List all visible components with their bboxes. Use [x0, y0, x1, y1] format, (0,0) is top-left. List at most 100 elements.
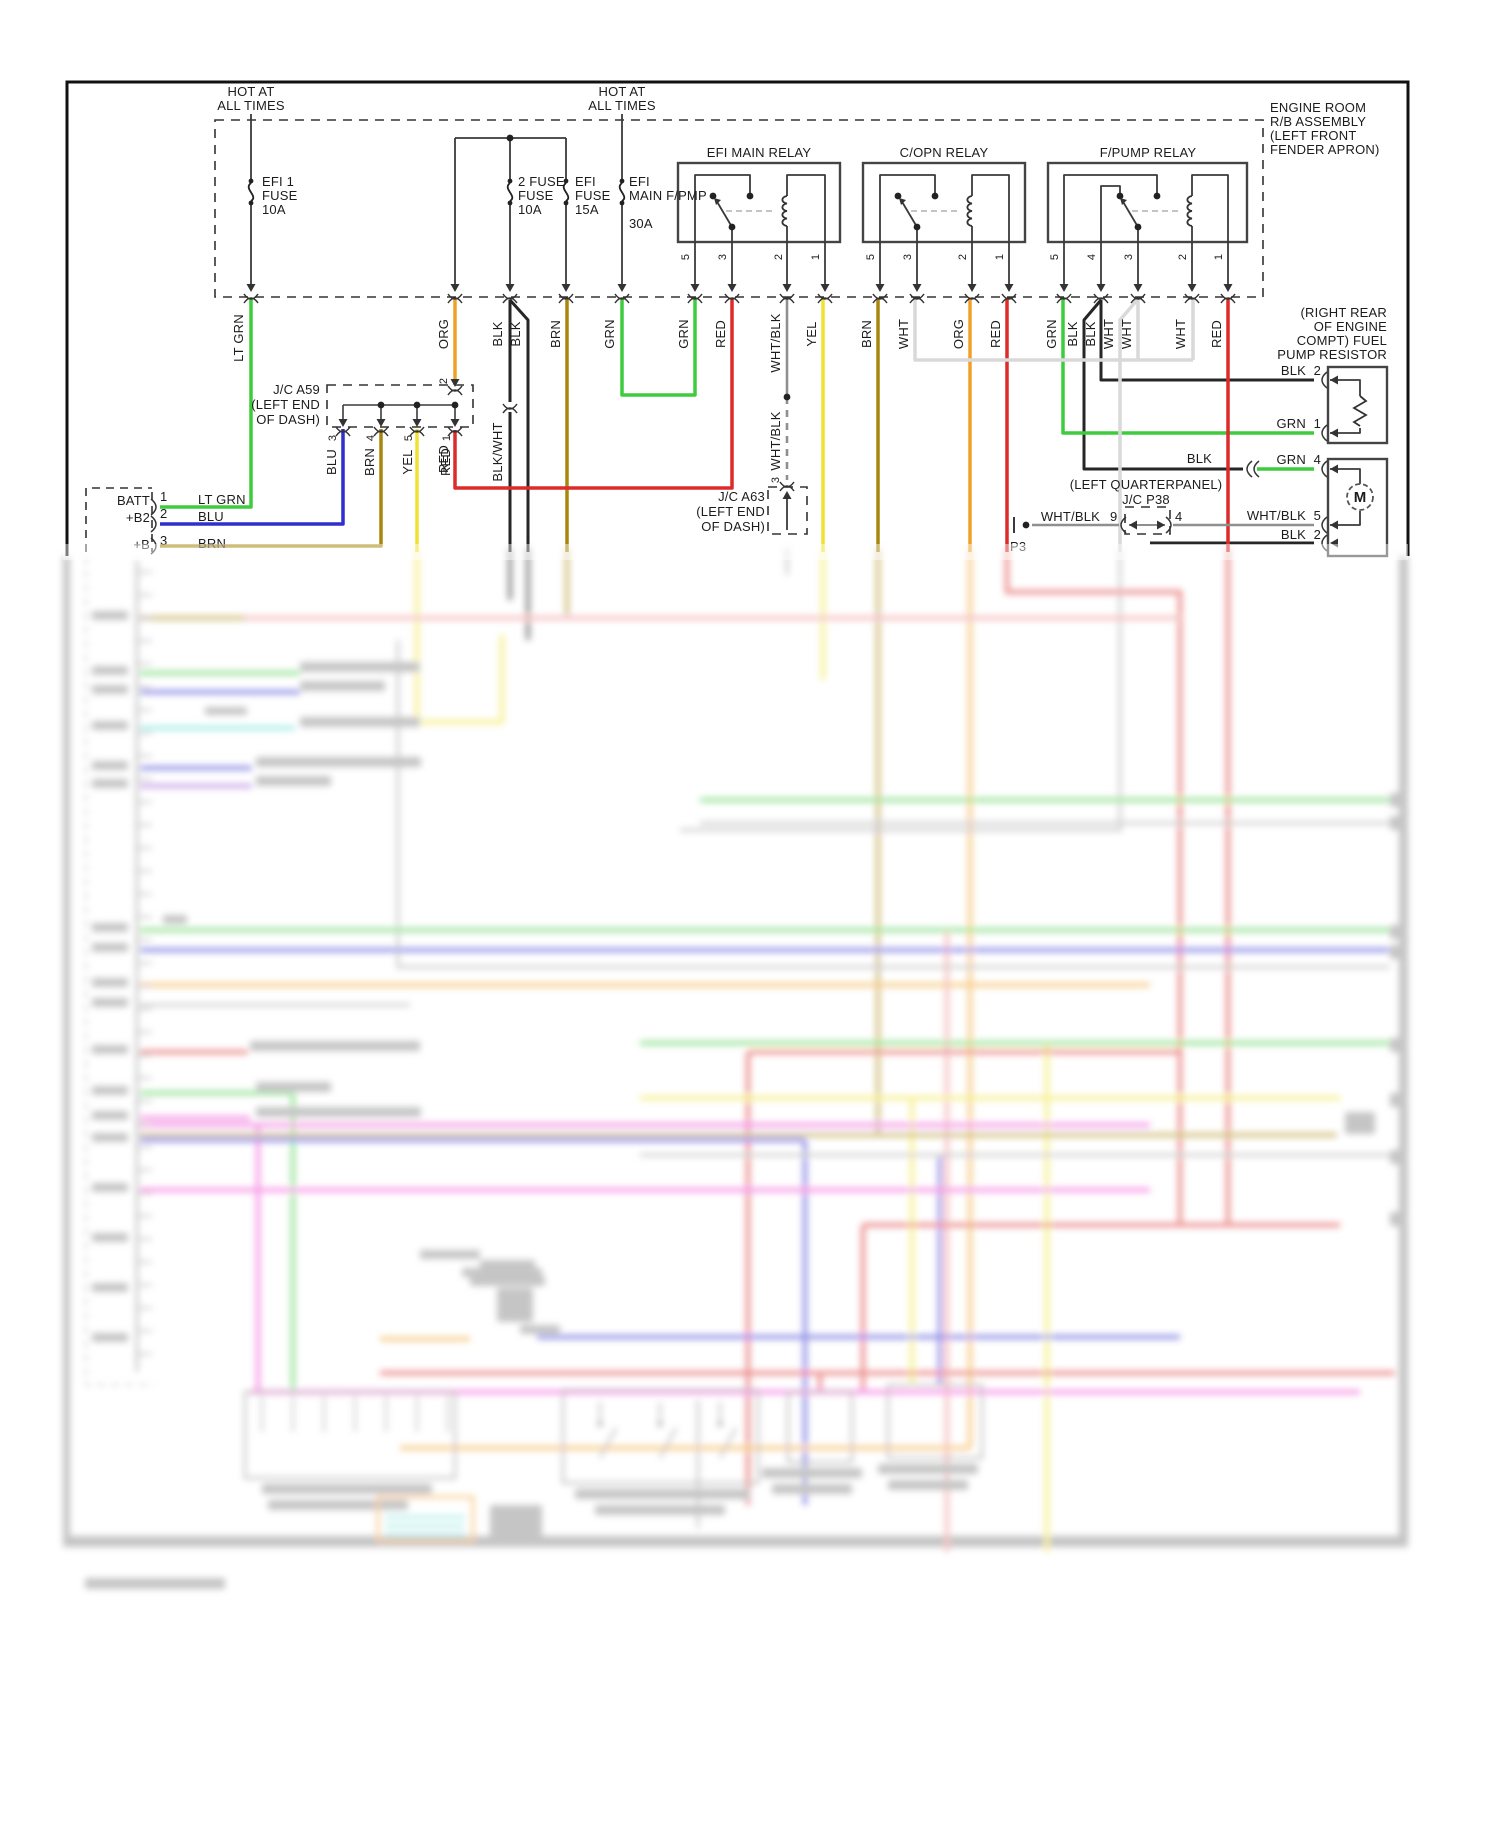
blur-text-blob [256, 1082, 331, 1092]
arrowhead [1330, 520, 1338, 530]
blur-text-blob [762, 1468, 862, 1478]
diagram-label: 4 [1314, 452, 1321, 467]
arrowhead [450, 419, 460, 427]
diagram-label: GRN [676, 319, 691, 349]
diagram-label: 3 [1123, 254, 1135, 260]
connector [373, 430, 389, 437]
connector [502, 407, 518, 414]
diagram-label: EFI [575, 174, 596, 189]
blur-text-blob [256, 1107, 421, 1117]
diagram-label: J/C A63 [718, 489, 765, 504]
connector [817, 293, 833, 300]
arrowhead [505, 284, 515, 292]
diagram-label: YEL [804, 321, 819, 346]
connector [1220, 297, 1236, 304]
connector [447, 426, 463, 433]
wire-circuit [1191, 174, 1229, 242]
diagram-label: RED [1209, 320, 1224, 348]
blur-text-blob [92, 943, 128, 952]
blur-text-blob [1390, 945, 1406, 959]
wire-black [508, 298, 530, 552]
fpump-relay-box [1046, 161, 1249, 244]
diagram-label: BRN [548, 320, 563, 348]
blur-text-blob [92, 923, 128, 932]
relay-coil [781, 195, 788, 227]
diagram-label: 30A [629, 216, 653, 231]
connector-bracket [150, 498, 157, 516]
diagram-label: 1 [1314, 416, 1321, 431]
connector [964, 293, 980, 300]
arrowhead [782, 491, 792, 499]
connector [909, 293, 925, 300]
connector [502, 293, 518, 300]
blur-ecm-box [85, 556, 155, 1386]
connector [1093, 293, 1109, 300]
diagram-label: 5 [1049, 254, 1061, 260]
wire-red [453, 299, 734, 490]
blur-text-blob [520, 1325, 560, 1334]
wire-circuit [1330, 379, 1361, 396]
diagram-label: R/B ASSEMBLY [1270, 114, 1366, 129]
diagram-label: 5 [1314, 508, 1321, 523]
diagram-label: BLK [1281, 527, 1306, 542]
diagram-label: EFI MAIN RELAY [707, 145, 812, 160]
diagram-label: FUSE [575, 188, 611, 203]
blur-text-blob [205, 707, 247, 715]
diagram-label: 2 FUSE [518, 174, 565, 189]
junction-dot [894, 192, 902, 200]
blur-text-blob [888, 1480, 968, 1490]
blur-text-blob [92, 1111, 128, 1120]
diagram-label: WHT [1119, 319, 1134, 349]
connector [1184, 297, 1200, 304]
diagram-label: ALL TIMES [588, 98, 656, 113]
connector [724, 297, 740, 304]
blur-text-blob [1390, 1150, 1406, 1164]
arrowhead [1223, 284, 1233, 292]
blur-text-blob [92, 1233, 128, 1242]
connector [558, 297, 574, 304]
connector [243, 293, 259, 300]
junction-dot [1116, 192, 1124, 200]
connector [447, 389, 463, 396]
diagram-label: GRN [1277, 452, 1307, 467]
diagram-label: 5 [680, 254, 692, 260]
connector [964, 297, 980, 304]
diagram-label: WHT [1101, 319, 1116, 349]
motor-circle [1346, 483, 1374, 511]
diagram-label: PUMP RESISTOR [1277, 347, 1387, 362]
connector [1220, 293, 1236, 300]
arrowhead [246, 284, 256, 292]
diagram-label: 1 [1213, 254, 1225, 260]
junction-dot [1153, 192, 1161, 200]
diagram-label: (LEFT END [251, 397, 320, 412]
arrowhead [1129, 520, 1137, 530]
diagram-label: BLK [1187, 451, 1212, 466]
diagram-label: LT GRN [198, 492, 246, 507]
diagram-label: 1 [810, 254, 822, 260]
diagram-label: EFI [629, 174, 650, 189]
blur-text-blob [1390, 925, 1406, 939]
fuse-element [247, 182, 255, 202]
blur-text-blob [250, 1041, 420, 1051]
blur-text-blob [1345, 1112, 1375, 1134]
arrowhead [1133, 284, 1143, 292]
connector [687, 293, 703, 300]
diagram-label: 4 [365, 435, 377, 441]
arrowhead [450, 379, 460, 387]
diagram-label: +B [133, 537, 150, 552]
connector-bracket [1120, 516, 1127, 534]
junction-dot [746, 192, 754, 200]
fuse-element [618, 182, 626, 202]
diagram-label: WHT/BLK [768, 411, 783, 470]
connector-bracket [1165, 516, 1172, 534]
diagram-label: BLK [490, 321, 505, 346]
diagram-label: 1 [441, 435, 453, 441]
diagram-label: 2 [957, 254, 969, 260]
diagram-label: COMPT) FUEL [1297, 333, 1387, 348]
diagram-label: BLU [324, 449, 339, 475]
connector-bracket [150, 515, 157, 533]
connector [409, 426, 425, 433]
diagram-label: EFI 1 [262, 174, 294, 189]
connector-bracket [1321, 460, 1328, 478]
blur-text-blob [163, 915, 187, 924]
